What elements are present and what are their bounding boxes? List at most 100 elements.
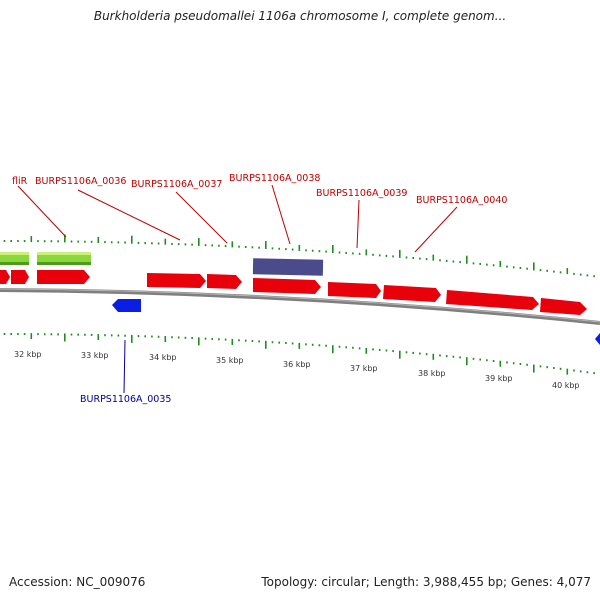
lower-tick bbox=[231, 338, 234, 345]
green-feature[interactable] bbox=[37, 254, 91, 263]
lower-tick bbox=[425, 353, 428, 356]
label-burps1106a-0036[interactable]: BURPS1106A_0036 bbox=[35, 176, 126, 187]
upper-tick bbox=[526, 267, 528, 270]
upper-tick bbox=[352, 252, 354, 255]
lower-tick bbox=[345, 346, 347, 349]
upper-tick bbox=[57, 240, 59, 243]
upper-tick bbox=[50, 240, 53, 243]
lower-tick bbox=[432, 353, 435, 360]
lower-tick bbox=[419, 352, 421, 355]
upper-tick bbox=[258, 246, 260, 249]
lower-tick bbox=[332, 345, 334, 354]
lower-tick bbox=[291, 342, 294, 345]
upper-tick bbox=[157, 242, 160, 245]
upper-tick bbox=[278, 247, 280, 250]
forward-gene-arrow[interactable] bbox=[0, 270, 10, 284]
upper-tick bbox=[378, 254, 381, 257]
lower-tick bbox=[17, 333, 19, 336]
upper-tick bbox=[97, 236, 100, 243]
position-label-34: 34 kbp bbox=[149, 353, 177, 362]
position-label-35: 35 kbp bbox=[216, 356, 244, 365]
position-label-33: 33 kbp bbox=[81, 351, 109, 360]
lower-tick bbox=[244, 339, 247, 342]
label-leaders bbox=[17, 184, 458, 253]
lower-tick bbox=[157, 335, 160, 338]
upper-tick bbox=[372, 253, 374, 256]
label-burps1106a-0038[interactable]: BURPS1106A_0038 bbox=[229, 173, 320, 184]
upper-tick bbox=[144, 242, 146, 245]
lower-tick bbox=[238, 339, 240, 342]
gene-burps1106a-0036[interactable] bbox=[147, 273, 206, 288]
lower-tick bbox=[151, 335, 153, 338]
upper-tick bbox=[579, 273, 582, 276]
lower-tick bbox=[131, 334, 133, 343]
upper-tick bbox=[137, 241, 140, 244]
upper-tick bbox=[184, 243, 187, 246]
upper-tick bbox=[3, 240, 6, 243]
lower-tick bbox=[372, 348, 374, 351]
gene-burps1106a-0035[interactable] bbox=[112, 299, 141, 312]
lower-tick bbox=[512, 362, 515, 365]
upper-tick bbox=[432, 254, 435, 261]
upper-tick bbox=[332, 245, 334, 254]
forward-gene-track bbox=[0, 270, 587, 315]
lower-tick bbox=[311, 343, 314, 346]
upper-tick bbox=[37, 240, 39, 243]
upper-tick bbox=[10, 240, 12, 243]
lower-tick bbox=[479, 358, 481, 361]
upper-tick bbox=[385, 254, 388, 257]
lower-tick bbox=[298, 342, 301, 349]
label-burps1106a-0040[interactable]: BURPS1106A_0040 bbox=[416, 195, 507, 206]
lower-tick bbox=[399, 350, 401, 359]
lower-tick bbox=[385, 349, 388, 352]
lower-tick bbox=[144, 335, 146, 338]
green-feature-light bbox=[0, 252, 29, 255]
lower-tick bbox=[50, 333, 53, 336]
lower-tick bbox=[459, 356, 461, 359]
gene-burps1106a-0038[interactable] bbox=[253, 278, 321, 294]
upper-tick bbox=[224, 245, 227, 248]
upper-tick bbox=[238, 245, 240, 248]
lower-tick bbox=[198, 337, 200, 346]
upper-tick bbox=[486, 263, 488, 266]
gene-burps1106a-0038-highlight[interactable] bbox=[252, 258, 324, 276]
lower-tick bbox=[526, 363, 528, 366]
forward-gene-arrow[interactable] bbox=[540, 298, 587, 315]
upper-tick bbox=[271, 247, 274, 250]
upper-tick bbox=[425, 258, 428, 261]
upper-tick bbox=[586, 274, 589, 277]
gene-flir[interactable] bbox=[37, 270, 90, 284]
lower-tick bbox=[23, 333, 26, 336]
upper-tick bbox=[399, 249, 401, 258]
upper-tick bbox=[218, 244, 220, 247]
lower-tick bbox=[224, 338, 227, 341]
forward-gene-arrow[interactable] bbox=[11, 270, 29, 284]
label-burps1106a-0037[interactable]: BURPS1106A_0037 bbox=[131, 179, 222, 190]
gene-burps1106a-0040[interactable] bbox=[383, 285, 441, 302]
green-feature[interactable] bbox=[0, 254, 29, 263]
upper-tick bbox=[285, 248, 287, 251]
lower-tick bbox=[439, 354, 441, 357]
upper-tick bbox=[553, 270, 555, 273]
upper-tick bbox=[419, 257, 421, 260]
label-burps1106a-0035[interactable]: BURPS1106A_0035 bbox=[80, 394, 171, 405]
forward-gene-arrow[interactable] bbox=[446, 290, 539, 310]
upper-tick bbox=[533, 262, 535, 271]
lower-tick bbox=[3, 333, 6, 336]
lower-tick bbox=[124, 334, 126, 337]
reverse-gene-arrow[interactable] bbox=[595, 333, 600, 345]
gene-burps1106a-0039[interactable] bbox=[328, 282, 381, 298]
upper-tick bbox=[318, 250, 321, 253]
gene-burps1106a-0037[interactable] bbox=[207, 274, 242, 289]
lower-tick bbox=[77, 333, 79, 336]
green-feature-light bbox=[37, 252, 91, 255]
label-burps1106a-0039[interactable]: BURPS1106A_0039 bbox=[316, 188, 407, 199]
green-feature-dark bbox=[0, 262, 29, 265]
label-flir[interactable]: fliR bbox=[12, 176, 28, 187]
upper-tick bbox=[499, 260, 502, 267]
genome-title: Burkholderia pseudomallei 1106a chromoso… bbox=[93, 9, 507, 23]
lower-tick bbox=[117, 334, 120, 337]
upper-tick bbox=[151, 242, 153, 245]
lower-tick bbox=[90, 333, 93, 336]
